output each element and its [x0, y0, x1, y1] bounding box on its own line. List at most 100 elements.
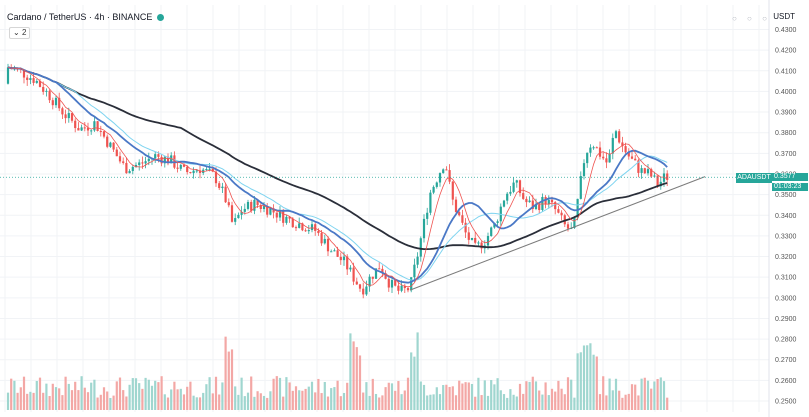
candle-down — [467, 232, 470, 240]
volume-bar — [506, 397, 509, 410]
candle-down — [595, 147, 598, 149]
volume-bar — [186, 386, 189, 410]
candle-up — [131, 166, 134, 171]
candle-down — [445, 169, 448, 171]
candle-down — [22, 69, 26, 78]
volume-bar — [317, 378, 320, 410]
candle-up — [400, 285, 403, 291]
candle-down — [51, 100, 54, 106]
candle-up — [285, 216, 288, 223]
price-tick-label: 0.3500 — [775, 192, 797, 199]
volume-bar — [272, 378, 275, 410]
candle-down — [272, 208, 275, 213]
candle-down — [634, 158, 637, 161]
candle-down — [656, 175, 659, 187]
volume-bar — [74, 381, 77, 410]
volume-bar — [320, 393, 323, 410]
candle-down — [384, 273, 387, 279]
candle-up — [237, 214, 240, 219]
volume-bar — [560, 388, 563, 410]
candle-down — [230, 205, 234, 222]
volume-bar — [80, 376, 83, 410]
candle-up — [80, 127, 83, 131]
candle-down — [166, 156, 170, 164]
candle-up — [470, 237, 474, 240]
indicators-toggle-button[interactable]: ⌄ 2 — [9, 27, 31, 39]
volume-bar — [96, 397, 99, 410]
volume-bar — [528, 381, 531, 410]
volume-bar — [198, 397, 202, 410]
candle-down — [371, 276, 374, 279]
candle-up — [134, 164, 138, 167]
candle-up — [582, 163, 586, 177]
candle-up — [170, 155, 173, 164]
candle-up — [192, 170, 195, 174]
price-tick-label: 0.3400 — [775, 213, 797, 220]
candle-up — [534, 204, 538, 209]
volume-bar — [109, 397, 112, 410]
volume-bar — [534, 381, 538, 410]
candle-down — [525, 198, 528, 203]
volume-bar — [598, 394, 602, 410]
volume-bar — [10, 378, 13, 410]
volume-bar — [67, 383, 70, 410]
candle-down — [291, 218, 294, 228]
candle-down — [355, 281, 358, 285]
volume-bar — [448, 386, 451, 410]
volume-bar — [205, 384, 208, 410]
price-tick-label: 0.3900 — [775, 110, 797, 117]
candle-down — [387, 278, 390, 288]
volume-bar — [416, 332, 419, 410]
candle-down — [381, 268, 384, 274]
candle-down — [250, 201, 253, 211]
candle-down — [637, 160, 640, 173]
volume-bar — [566, 377, 570, 410]
volume-bar — [426, 395, 429, 410]
candle-up — [243, 208, 246, 212]
candle-down — [182, 164, 186, 167]
candle-up — [422, 218, 426, 239]
volume-bar — [234, 386, 237, 410]
chart-controls[interactable]: ○ ○ ○ — [732, 14, 771, 23]
symbol-header[interactable]: Cardano / TetherUS · 4h · BINANCE — [7, 12, 165, 22]
volume-bar — [397, 381, 400, 410]
candle-down — [378, 268, 381, 270]
candle-down — [259, 204, 262, 210]
candle-up — [410, 277, 413, 291]
candle-down — [288, 216, 291, 219]
candle-down — [627, 152, 630, 157]
volume-bar — [330, 388, 333, 410]
candle-down — [115, 149, 118, 157]
volume-bar — [125, 396, 128, 410]
candle-down — [326, 238, 330, 252]
candle-up — [662, 173, 666, 182]
candle-up — [573, 217, 576, 229]
candle-down — [112, 142, 115, 150]
price-tick-label: 0.3300 — [775, 233, 797, 240]
volume-bar — [282, 396, 285, 410]
candle-down — [618, 131, 621, 143]
candle-down — [451, 181, 454, 200]
candle-up — [298, 223, 301, 228]
candle-down — [624, 146, 627, 153]
volume-bar — [573, 397, 576, 410]
volume-bar — [179, 388, 182, 410]
candle-up — [579, 176, 582, 199]
volume-bar — [16, 392, 19, 410]
volume-bar — [525, 381, 528, 410]
volume-bar — [467, 382, 470, 410]
candle-down — [275, 212, 278, 218]
volume-bar — [342, 392, 346, 410]
currency-label[interactable]: USDT — [773, 12, 795, 21]
candle-down — [358, 284, 362, 289]
volume-bar — [189, 381, 192, 410]
moving-average-mid-line — [7, 66, 668, 284]
volume-bar — [6, 392, 10, 410]
candle-up — [429, 192, 432, 213]
candle-up — [128, 170, 131, 174]
volume-bar — [349, 333, 352, 410]
candle-up — [323, 238, 326, 244]
candle-down — [70, 113, 74, 121]
candle-up — [509, 191, 512, 194]
